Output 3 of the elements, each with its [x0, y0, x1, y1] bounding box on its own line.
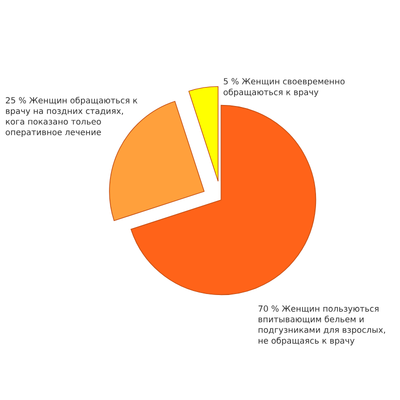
slice-label: 25 % Женщин обращаються к врачу на поздних стадиях, кога показано тольео оперативное лечение — [6, 96, 138, 137]
slice-label: 5 % Женщин своевременно обращаються к врачу — [224, 78, 345, 97]
slice-label: 70 % Женщин пользуються впитывающим бельем и подгузниками для взрослых, не обращаясь к врачу — [258, 305, 386, 346]
